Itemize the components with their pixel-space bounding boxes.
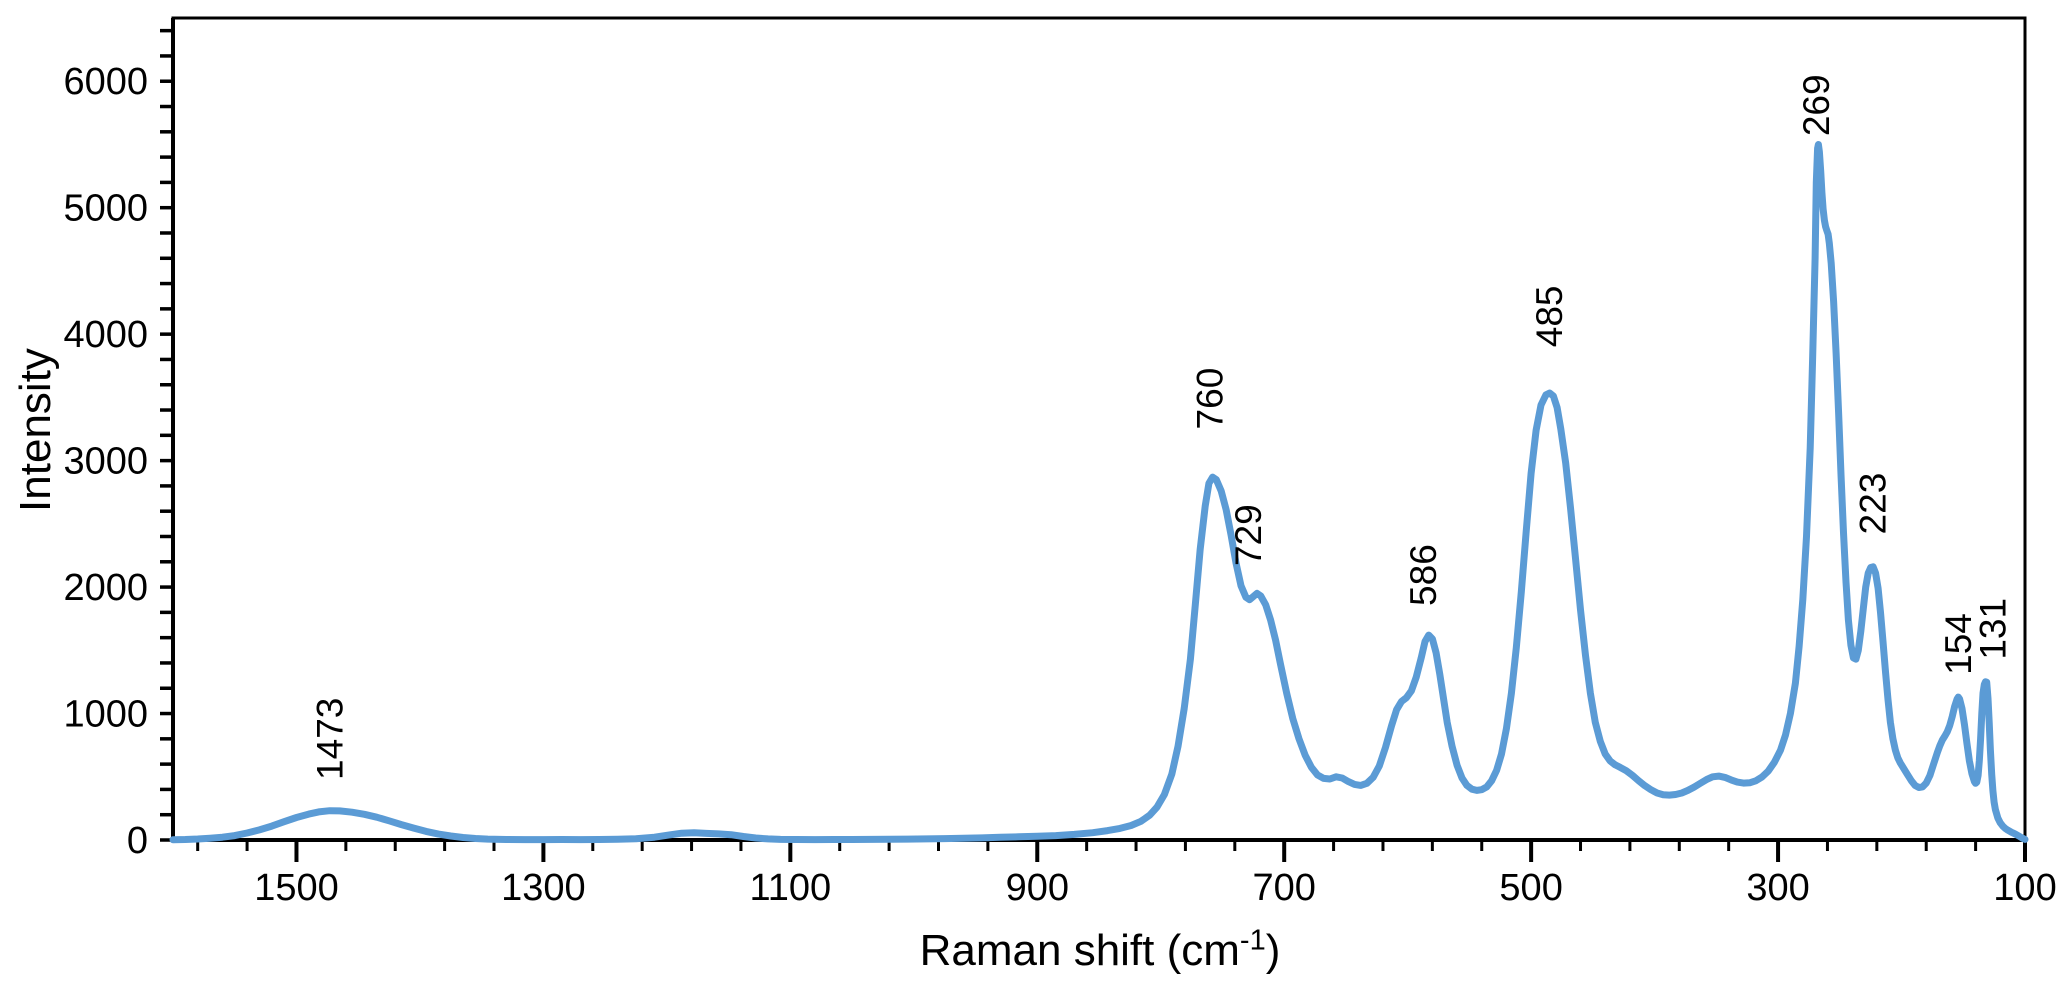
x-tick-label: 100 [1993,867,2056,909]
x-axis-title-end: ) [1265,926,1281,975]
peak-label: 760 [1190,368,1231,430]
y-tick-label: 6000 [63,61,148,103]
peak-label: 485 [1529,286,1570,348]
x-axis-title: Raman shift (cm-1) [920,926,1281,976]
peak-label: 586 [1403,544,1444,606]
y-axis-title: Intensity [11,348,60,512]
y-tick-label: 3000 [63,441,148,483]
peak-label: 154 [1938,613,1979,675]
peak-label: 223 [1853,473,1894,535]
x-tick-label: 1100 [749,867,831,909]
peak-label: 1473 [309,698,350,780]
x-tick-label: 300 [1746,867,1809,909]
x-tick-label: 1500 [254,867,339,909]
plot-frame [171,16,2027,842]
x-tick-label: 500 [1499,867,1562,909]
x-axis-title-main: Raman shift (cm [919,926,1240,975]
x-axis-title-superscript: -1 [1239,924,1266,957]
peak-label: 729 [1228,504,1269,566]
y-tick-label: 2000 [63,567,148,609]
y-tick-label: 0 [127,820,148,862]
x-tick-label: 700 [1252,867,1315,909]
x-tick-label: 900 [1006,867,1069,909]
y-tick-label: 4000 [63,314,148,356]
peak-label: 131 [1972,598,2013,660]
peak-label: 269 [1796,74,1837,136]
x-tick-label: 1300 [501,867,586,909]
spectrum-line [169,141,2029,844]
y-tick-label: 5000 [63,188,148,230]
y-tick-label: 1000 [63,694,148,736]
